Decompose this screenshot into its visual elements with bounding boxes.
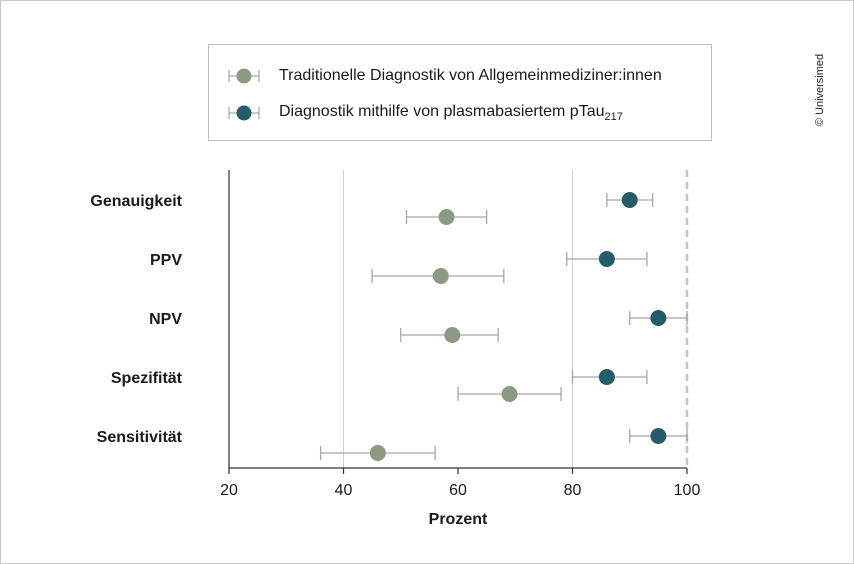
legend-label-ptau-subscript: 217 <box>604 111 623 124</box>
legend-item-traditional: Traditionelle Diagnostik von Allgemeinme… <box>227 64 662 88</box>
point-ptau-1 <box>598 251 615 267</box>
point-traditional-1 <box>432 268 449 284</box>
legend-item-ptau: Diagnostik mithilfe von plasmabasiertem … <box>227 101 623 125</box>
point-traditional-0 <box>438 209 455 225</box>
category-label-3: Spezifität <box>111 370 183 387</box>
point-ptau-4 <box>650 428 667 444</box>
point-ptau-2 <box>650 310 667 326</box>
x-tick-label-40: 40 <box>335 482 353 499</box>
point-ptau-0 <box>621 192 638 208</box>
legend-label-ptau: Diagnostik mithilfe von plasmabasiertem … <box>279 103 623 123</box>
category-label-0: Genauigkeit <box>90 193 182 210</box>
legend-marker-traditional <box>228 68 260 84</box>
x-tick-label-80: 80 <box>564 482 582 499</box>
legend: Traditionelle Diagnostik von Allgemeinme… <box>208 44 712 141</box>
legend-label-ptau-text: Diagnostik mithilfe von plasmabasiertem … <box>279 102 605 120</box>
legend-marker-ptau <box>228 105 260 121</box>
legend-label-traditional: Traditionelle Diagnostik von Allgemeinme… <box>279 67 662 84</box>
point-ptau-3 <box>598 369 615 385</box>
point-traditional-2 <box>444 327 461 343</box>
x-tick-label-20: 20 <box>220 482 238 499</box>
category-label-1: PPV <box>150 252 182 269</box>
point-traditional-4 <box>369 445 386 461</box>
category-label-2: NPV <box>149 311 182 328</box>
x-tick-label-60: 60 <box>449 482 467 499</box>
x-axis-title: Prozent <box>429 511 488 528</box>
point-traditional-3 <box>501 386 518 402</box>
category-label-4: Sensitivität <box>97 429 183 446</box>
x-tick-label-100: 100 <box>674 482 701 499</box>
